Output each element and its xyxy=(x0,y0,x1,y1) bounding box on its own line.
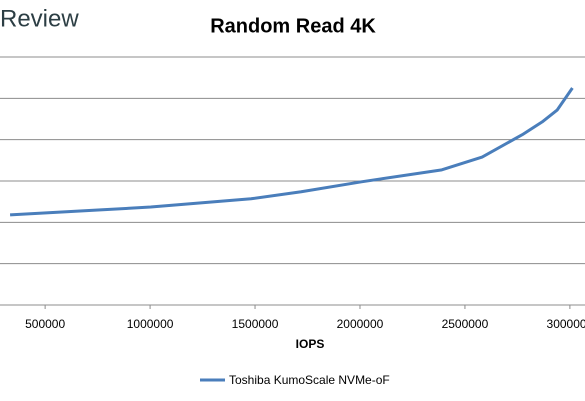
data-line xyxy=(9,87,574,217)
x-tick-label: 500000 xyxy=(25,317,65,331)
brand-text: Review xyxy=(0,5,79,32)
x-axis-label: IOPS xyxy=(296,337,325,351)
x-tick-label: 2000000 xyxy=(337,317,384,331)
legend-label: Toshiba KumoScale NVMe-oF xyxy=(229,373,390,387)
x-tick-label: 1500000 xyxy=(232,317,279,331)
chart-title: Random Read 4K xyxy=(210,15,376,37)
x-tick-label: 3000000 xyxy=(547,317,585,331)
x-tick-label: 2500000 xyxy=(442,317,489,331)
x-tick-label: 1000000 xyxy=(127,317,174,331)
